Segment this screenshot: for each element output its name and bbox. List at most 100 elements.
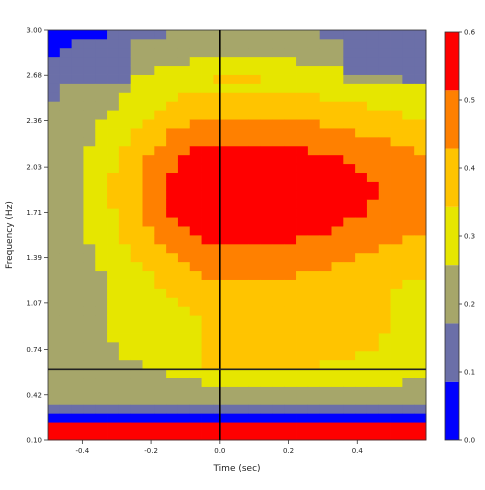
heatmap-cell xyxy=(414,350,427,361)
heatmap-cell xyxy=(189,163,202,174)
heatmap-cell xyxy=(166,119,179,129)
heatmap-cell xyxy=(402,252,415,263)
heatmap-cell xyxy=(71,226,84,236)
heatmap-cell xyxy=(130,279,143,289)
heatmap-cell xyxy=(378,163,391,174)
heatmap-cell xyxy=(272,30,285,40)
heatmap-cell xyxy=(355,226,368,236)
heatmap-cell xyxy=(166,38,179,49)
heatmap-cell xyxy=(272,145,285,156)
heatmap-cell xyxy=(225,74,238,84)
heatmap-cell xyxy=(331,270,344,280)
heatmap-cell xyxy=(59,404,73,414)
heatmap-cell xyxy=(319,413,332,423)
heatmap-cell xyxy=(248,306,262,316)
heatmap-cell xyxy=(154,413,167,423)
heatmap-cell xyxy=(343,47,356,58)
heatmap-cell xyxy=(284,199,297,209)
heatmap-cell xyxy=(166,92,179,102)
heatmap-cell xyxy=(307,297,321,307)
heatmap-cell xyxy=(130,422,143,432)
heatmap-cell xyxy=(59,413,73,423)
heatmap-cell xyxy=(260,315,273,325)
heatmap-cell xyxy=(378,145,391,156)
heatmap-cell xyxy=(189,226,202,236)
heatmap-cell xyxy=(378,431,391,441)
heatmap-cell xyxy=(319,377,332,387)
heatmap-cell xyxy=(331,359,344,370)
heatmap-cell xyxy=(331,119,344,129)
heatmap-cell xyxy=(319,30,332,40)
heatmap-cell xyxy=(237,226,250,236)
heatmap-cell xyxy=(319,341,332,352)
heatmap-cell xyxy=(237,38,250,49)
heatmap-cell xyxy=(237,431,250,441)
heatmap-cell xyxy=(71,279,84,289)
heatmap-cell xyxy=(83,413,96,423)
heatmap-cell xyxy=(331,368,344,379)
heatmap-cell xyxy=(189,217,202,227)
heatmap-cell xyxy=(284,30,297,40)
heatmap-cell xyxy=(59,306,73,316)
heatmap-cell xyxy=(225,145,238,156)
heatmap-cell xyxy=(83,368,96,379)
heatmap-cell xyxy=(59,30,73,40)
heatmap-cell xyxy=(154,395,167,405)
heatmap-cell xyxy=(118,65,132,75)
heatmap-cell xyxy=(225,288,238,298)
heatmap-cell xyxy=(390,395,403,405)
heatmap-cell xyxy=(83,136,96,147)
heatmap-cell xyxy=(142,199,155,209)
heatmap-cell xyxy=(189,297,202,307)
heatmap-cell xyxy=(284,368,297,379)
heatmap-cell xyxy=(248,341,262,352)
heatmap-cell xyxy=(59,47,73,58)
heatmap-cell xyxy=(296,181,309,191)
heatmap-cell xyxy=(118,395,132,405)
heatmap-cell xyxy=(366,324,380,334)
heatmap-cell xyxy=(201,395,214,405)
heatmap-cell xyxy=(59,74,73,84)
heatmap-cell xyxy=(307,306,321,316)
heatmap-cell xyxy=(142,404,155,414)
heatmap-cell xyxy=(107,377,120,387)
heatmap-cell xyxy=(201,252,214,263)
heatmap-cell xyxy=(166,226,179,236)
heatmap-cell xyxy=(83,190,96,200)
heatmap-cell xyxy=(331,38,344,49)
heatmap-cell xyxy=(83,395,96,405)
heatmap-cell xyxy=(355,243,368,254)
heatmap-cell xyxy=(201,38,214,49)
heatmap-cell xyxy=(177,83,191,93)
heatmap-cell xyxy=(378,38,391,49)
heatmap-cell xyxy=(260,65,273,75)
heatmap-cell xyxy=(343,252,356,263)
heatmap-cell xyxy=(107,92,120,102)
heatmap-cell xyxy=(355,128,368,138)
heatmap-cell xyxy=(272,181,285,191)
heatmap-cell xyxy=(296,92,309,102)
heatmap-cell xyxy=(378,199,391,209)
heatmap-cell xyxy=(248,333,262,343)
heatmap-cell xyxy=(166,333,179,343)
heatmap-cell xyxy=(83,297,96,307)
heatmap-cell xyxy=(402,163,415,174)
heatmap-cell xyxy=(225,297,238,307)
heatmap-cell xyxy=(154,145,167,156)
heatmap-cell xyxy=(130,350,143,361)
heatmap-cell xyxy=(107,119,120,129)
heatmap-cell xyxy=(166,101,179,111)
x-tick-label: 0.2 xyxy=(283,447,294,455)
heatmap-cell xyxy=(59,101,73,111)
heatmap-cell xyxy=(130,119,143,129)
heatmap-cell xyxy=(189,279,202,289)
heatmap-cell xyxy=(130,56,143,67)
heatmap-cell xyxy=(237,208,250,218)
heatmap-cell xyxy=(402,226,415,236)
heatmap-cell xyxy=(296,341,309,352)
heatmap-cell xyxy=(166,306,179,316)
heatmap-cell xyxy=(402,92,415,102)
heatmap-cell xyxy=(414,47,427,58)
heatmap-cell xyxy=(402,154,415,165)
heatmap-cell xyxy=(95,252,108,263)
